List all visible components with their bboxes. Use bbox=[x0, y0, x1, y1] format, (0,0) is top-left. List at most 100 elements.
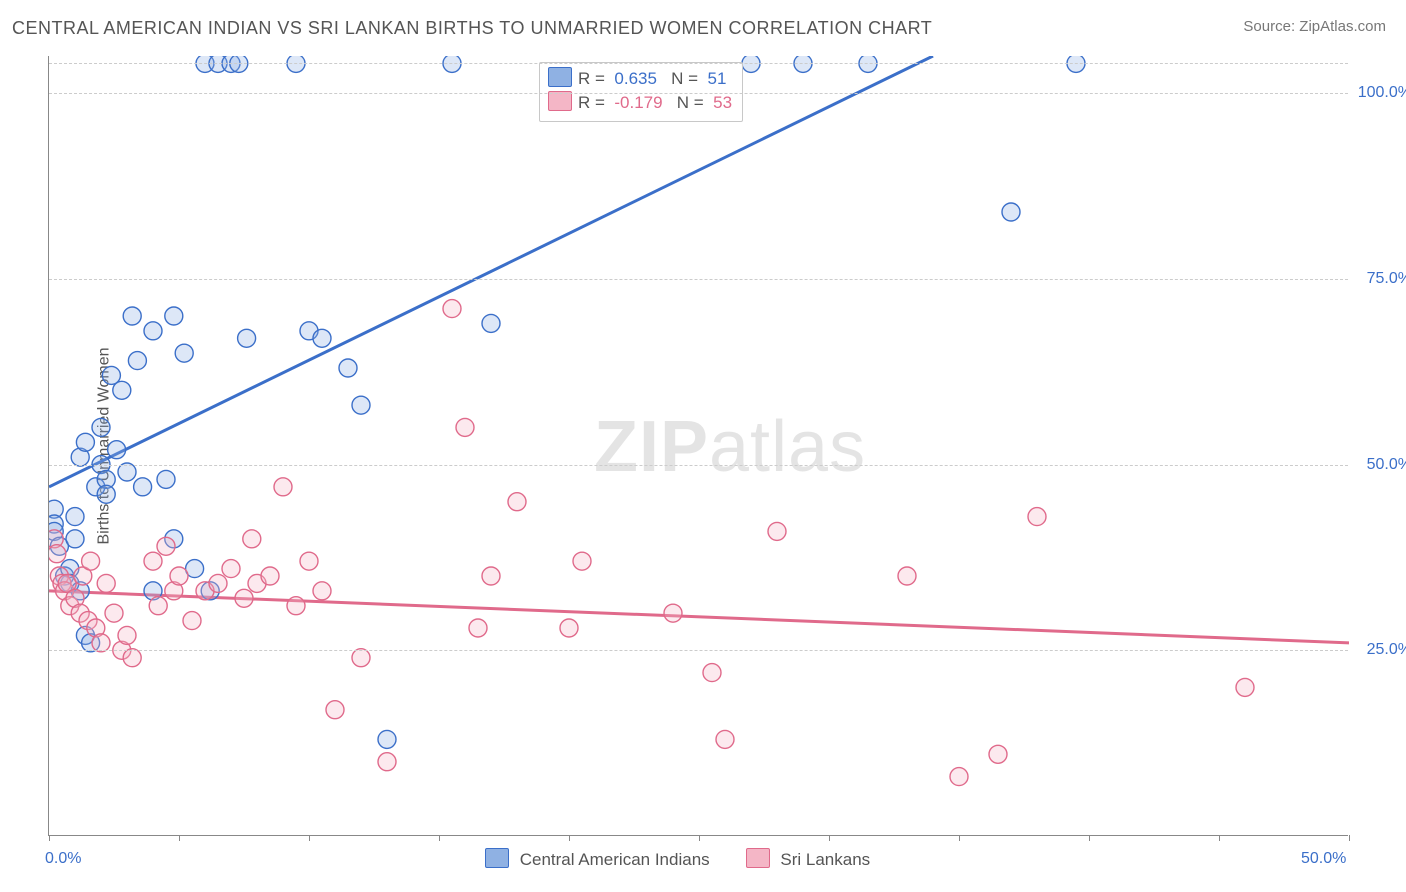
x-tick-mark bbox=[1349, 835, 1350, 841]
stats-row-sl: R = -0.179 N = 53 bbox=[548, 91, 732, 115]
x-tick-mark bbox=[309, 835, 310, 841]
point-sl bbox=[149, 597, 167, 615]
point-cai bbox=[175, 344, 193, 362]
gridline bbox=[49, 63, 1348, 64]
point-cai bbox=[482, 314, 500, 332]
legend-label: Central American Indians bbox=[515, 850, 710, 869]
x-tick-mark bbox=[569, 835, 570, 841]
swatch-cai bbox=[485, 848, 509, 868]
point-sl bbox=[123, 649, 141, 667]
source-attribution: Source: ZipAtlas.com bbox=[1243, 18, 1386, 35]
x-tick-label: 0.0% bbox=[45, 850, 81, 868]
point-sl bbox=[261, 567, 279, 585]
legend-label: Sri Lankans bbox=[776, 850, 871, 869]
x-tick-mark bbox=[829, 835, 830, 841]
point-sl bbox=[573, 552, 591, 570]
point-sl bbox=[482, 567, 500, 585]
point-sl bbox=[469, 619, 487, 637]
legend-item-cai: Central American Indians bbox=[485, 848, 710, 870]
point-sl bbox=[950, 768, 968, 786]
point-cai bbox=[108, 441, 126, 459]
point-sl bbox=[1028, 508, 1046, 526]
point-sl bbox=[209, 574, 227, 592]
point-sl bbox=[1236, 678, 1254, 696]
plot-svg bbox=[49, 56, 1349, 836]
point-sl bbox=[768, 522, 786, 540]
x-tick-mark bbox=[699, 835, 700, 841]
point-cai bbox=[313, 329, 331, 347]
point-sl bbox=[92, 634, 110, 652]
stats-row-cai: R = 0.635 N = 51 bbox=[548, 67, 732, 91]
x-tick-mark bbox=[1219, 835, 1220, 841]
x-tick-mark bbox=[179, 835, 180, 841]
point-sl bbox=[560, 619, 578, 637]
point-cai bbox=[352, 396, 370, 414]
point-sl bbox=[274, 478, 292, 496]
point-cai bbox=[128, 352, 146, 370]
swatch-sl bbox=[746, 848, 770, 868]
swatch-cai bbox=[548, 67, 572, 87]
point-sl bbox=[222, 560, 240, 578]
x-tick-mark bbox=[959, 835, 960, 841]
point-sl bbox=[443, 300, 461, 318]
point-sl bbox=[300, 552, 318, 570]
point-sl bbox=[97, 574, 115, 592]
point-cai bbox=[339, 359, 357, 377]
point-sl bbox=[157, 537, 175, 555]
point-sl bbox=[352, 649, 370, 667]
point-sl bbox=[183, 612, 201, 630]
point-cai bbox=[134, 478, 152, 496]
stats-box: R = 0.635 N = 51 R = -0.179 N = 53 bbox=[539, 62, 743, 122]
point-cai bbox=[92, 418, 110, 436]
point-sl bbox=[287, 597, 305, 615]
gridline bbox=[49, 650, 1348, 651]
point-sl bbox=[378, 753, 396, 771]
point-sl bbox=[82, 552, 100, 570]
point-cai bbox=[113, 381, 131, 399]
x-tick-mark bbox=[1089, 835, 1090, 841]
point-sl bbox=[508, 493, 526, 511]
source-prefix: Source: bbox=[1243, 18, 1299, 35]
y-tick-label: 75.0% bbox=[1367, 270, 1406, 288]
point-sl bbox=[235, 589, 253, 607]
point-sl bbox=[703, 664, 721, 682]
point-cai bbox=[66, 508, 84, 526]
point-cai bbox=[1002, 203, 1020, 221]
y-tick-label: 100.0% bbox=[1358, 84, 1406, 102]
plot-area: ZIPatlas R = 0.635 N = 51R = -0.179 N = … bbox=[48, 56, 1348, 836]
point-cai bbox=[157, 470, 175, 488]
point-sl bbox=[49, 545, 66, 563]
point-sl bbox=[313, 582, 331, 600]
trend-line-cai bbox=[49, 56, 933, 487]
x-tick-label: 50.0% bbox=[1301, 850, 1346, 868]
stats-text: R = -0.179 N = 53 bbox=[578, 93, 732, 112]
point-sl bbox=[118, 626, 136, 644]
point-cai bbox=[66, 530, 84, 548]
legend-item-sl: Sri Lankans bbox=[746, 848, 871, 870]
gridline bbox=[49, 93, 1348, 94]
point-sl bbox=[989, 745, 1007, 763]
x-tick-mark bbox=[49, 835, 50, 841]
gridline bbox=[49, 279, 1348, 280]
source-name: ZipAtlas.com bbox=[1299, 18, 1386, 35]
point-sl bbox=[898, 567, 916, 585]
point-sl bbox=[243, 530, 261, 548]
y-tick-label: 25.0% bbox=[1367, 641, 1406, 659]
point-sl bbox=[456, 418, 474, 436]
point-sl bbox=[144, 552, 162, 570]
point-sl bbox=[326, 701, 344, 719]
point-sl bbox=[664, 604, 682, 622]
point-cai bbox=[118, 463, 136, 481]
point-cai bbox=[76, 433, 94, 451]
point-cai bbox=[97, 485, 115, 503]
stats-text: R = 0.635 N = 51 bbox=[578, 69, 726, 88]
y-tick-label: 50.0% bbox=[1367, 456, 1406, 474]
chart-title: CENTRAL AMERICAN INDIAN VS SRI LANKAN BI… bbox=[12, 18, 932, 39]
point-cai bbox=[123, 307, 141, 325]
series-legend: Central American Indians Sri Lankans bbox=[485, 848, 870, 870]
gridline bbox=[49, 465, 1348, 466]
point-sl bbox=[170, 567, 188, 585]
point-cai bbox=[378, 730, 396, 748]
x-tick-mark bbox=[439, 835, 440, 841]
point-cai bbox=[238, 329, 256, 347]
